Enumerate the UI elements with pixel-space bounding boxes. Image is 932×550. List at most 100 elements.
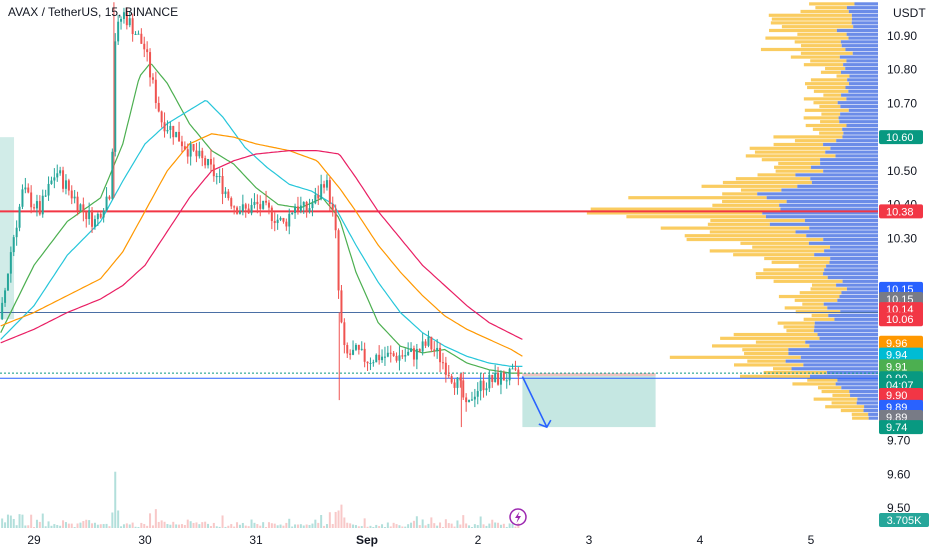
profile-bar-up xyxy=(810,59,847,63)
candle-body xyxy=(33,207,36,209)
profile-bar-down xyxy=(841,44,878,48)
profile-bar-up xyxy=(764,256,831,261)
profile-bar-down xyxy=(838,116,878,120)
candle-body xyxy=(212,164,215,177)
price-badge-text: 10.06 xyxy=(886,314,914,326)
volume-bar xyxy=(265,527,268,528)
profile-bar-down xyxy=(852,51,878,55)
price-badge: 9.74 xyxy=(879,420,923,435)
volume-bar xyxy=(372,527,375,528)
profile-bar-down xyxy=(817,332,878,337)
candle-body xyxy=(47,183,50,196)
profile-bar-up xyxy=(831,401,857,405)
volume-bar xyxy=(418,525,421,528)
volume-bar xyxy=(224,526,227,528)
profile-bar-down xyxy=(837,101,878,105)
profile-bar-down xyxy=(809,226,878,230)
profile-bar-down xyxy=(847,78,878,82)
profile-bar-down xyxy=(824,249,878,253)
volume-bar xyxy=(227,525,230,528)
candle-body xyxy=(247,208,250,214)
volume-bar xyxy=(137,527,140,528)
volume-bar xyxy=(53,524,56,528)
profile-bar-up xyxy=(701,184,798,188)
candle-body xyxy=(259,204,262,209)
time-tick-label: 3 xyxy=(586,533,593,547)
candle-body xyxy=(35,201,38,209)
candle-body xyxy=(44,195,47,197)
profile-bar-up xyxy=(800,44,842,48)
candle-body xyxy=(439,347,442,363)
profile-bar-up xyxy=(771,260,830,264)
price-axis-bg xyxy=(878,0,932,550)
volume-bar xyxy=(30,514,33,528)
volume-bar xyxy=(62,520,65,528)
volume-bar xyxy=(230,524,233,528)
candle-body xyxy=(215,176,218,178)
price-badge-text: 9.91 xyxy=(886,361,907,373)
candle-body xyxy=(143,43,146,50)
candle-body xyxy=(67,180,70,191)
profile-bar-down xyxy=(811,180,878,185)
volume-bar xyxy=(285,522,288,528)
profile-bar-up xyxy=(809,2,855,6)
profile-bar-up xyxy=(794,40,841,44)
profile-bar-down xyxy=(835,382,878,386)
volume-bar xyxy=(175,524,178,528)
price-badges: 10.6010.3810.1510.1510.1410.069.969.949.… xyxy=(879,130,923,435)
profile-bar-up xyxy=(810,78,848,82)
volume-bar xyxy=(482,524,485,528)
volume-bar xyxy=(41,513,44,528)
volume-bar xyxy=(334,511,337,528)
profile-bar-up xyxy=(707,222,770,226)
volume-bar xyxy=(218,526,221,528)
volume-bar xyxy=(6,514,9,528)
candle-body xyxy=(85,211,88,220)
profile-bar-down xyxy=(868,416,878,420)
price-badge-bg xyxy=(879,359,923,374)
moving-average-line xyxy=(0,150,523,344)
candle-body xyxy=(169,125,172,130)
price-badge: 10.60 xyxy=(879,130,923,145)
candle-body xyxy=(354,344,357,350)
price-tick-label: 10.70 xyxy=(887,96,917,110)
profile-bar-down xyxy=(826,264,878,268)
volume-bar xyxy=(499,524,502,528)
volume-bar xyxy=(392,522,395,528)
volume-bar xyxy=(178,524,181,528)
profile-bar-down xyxy=(823,302,878,306)
candle-body xyxy=(273,220,276,224)
profile-bar-up xyxy=(745,154,836,158)
time-tick-label: 31 xyxy=(249,533,263,547)
price-axis[interactable]: 9.509.609.709.8010.3010.4010.5010.7010.8… xyxy=(878,0,932,550)
candle-body xyxy=(9,252,12,274)
profile-bar-down xyxy=(800,355,878,359)
candle-body xyxy=(291,212,294,214)
profile-bar-down xyxy=(846,97,878,101)
candle-body xyxy=(244,204,247,209)
profile-bar-up xyxy=(686,237,824,242)
lightning-icon[interactable] xyxy=(509,508,527,526)
volume-bar xyxy=(120,526,123,528)
candle-body xyxy=(241,204,244,212)
profile-bar-up xyxy=(752,245,831,249)
volume-profile xyxy=(586,2,878,420)
price-badge: 9.90 xyxy=(879,388,923,403)
profile-bar-down xyxy=(840,112,878,116)
profile-bar-up xyxy=(810,287,847,291)
profile-bar-up xyxy=(813,89,849,93)
profile-bar-down xyxy=(810,177,878,181)
candle-body xyxy=(64,180,67,189)
volume-bar xyxy=(494,522,497,528)
profile-bar-up xyxy=(802,302,824,306)
volume-bar xyxy=(505,526,508,528)
candle-body xyxy=(430,336,433,350)
volume-badge: 3.705K xyxy=(879,513,929,527)
price-badge: 10.06 xyxy=(879,312,923,327)
volume-bar xyxy=(456,520,459,528)
volume-bar xyxy=(317,522,320,528)
time-axis[interactable]: 29 30 31 Sep 2 3 4 5 xyxy=(0,530,878,550)
currency-label[interactable]: USDT xyxy=(893,6,926,20)
volume-bar xyxy=(27,525,30,528)
